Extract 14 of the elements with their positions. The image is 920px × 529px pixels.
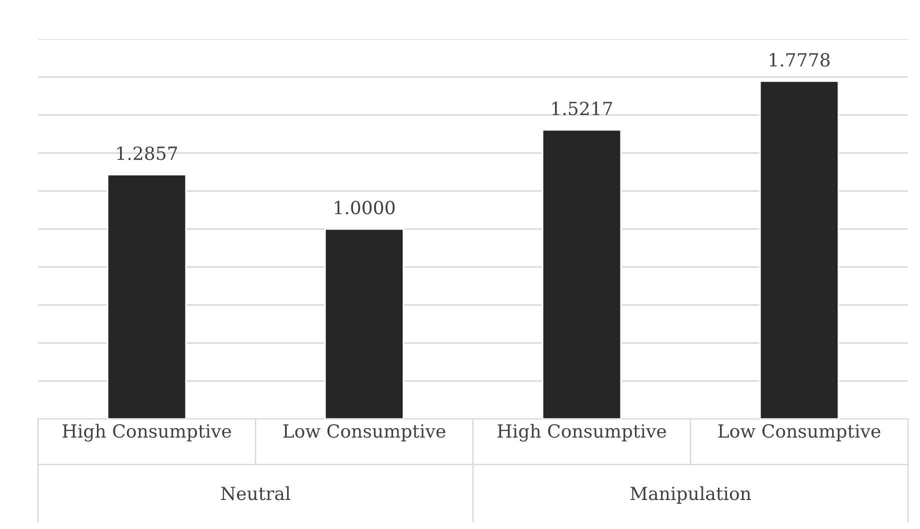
bar [542, 129, 622, 419]
bar [106, 174, 187, 419]
x-tick-label: Low Consumptive [718, 424, 880, 442]
data-label: 1.0000 [334, 200, 395, 214]
data-label: 1.5217 [552, 102, 612, 116]
x-tick-label: High Consumptive [62, 424, 231, 442]
x-tick-label: Low Consumptive [283, 424, 446, 442]
bar [759, 80, 840, 419]
data-label: 1.2857 [117, 146, 178, 160]
x-tick-label: High Consumptive [498, 424, 666, 442]
data-label: 1.7778 [770, 52, 830, 67]
bar [324, 228, 404, 419]
text: Neutral [221, 486, 290, 500]
text: Manipulation [630, 486, 751, 504]
